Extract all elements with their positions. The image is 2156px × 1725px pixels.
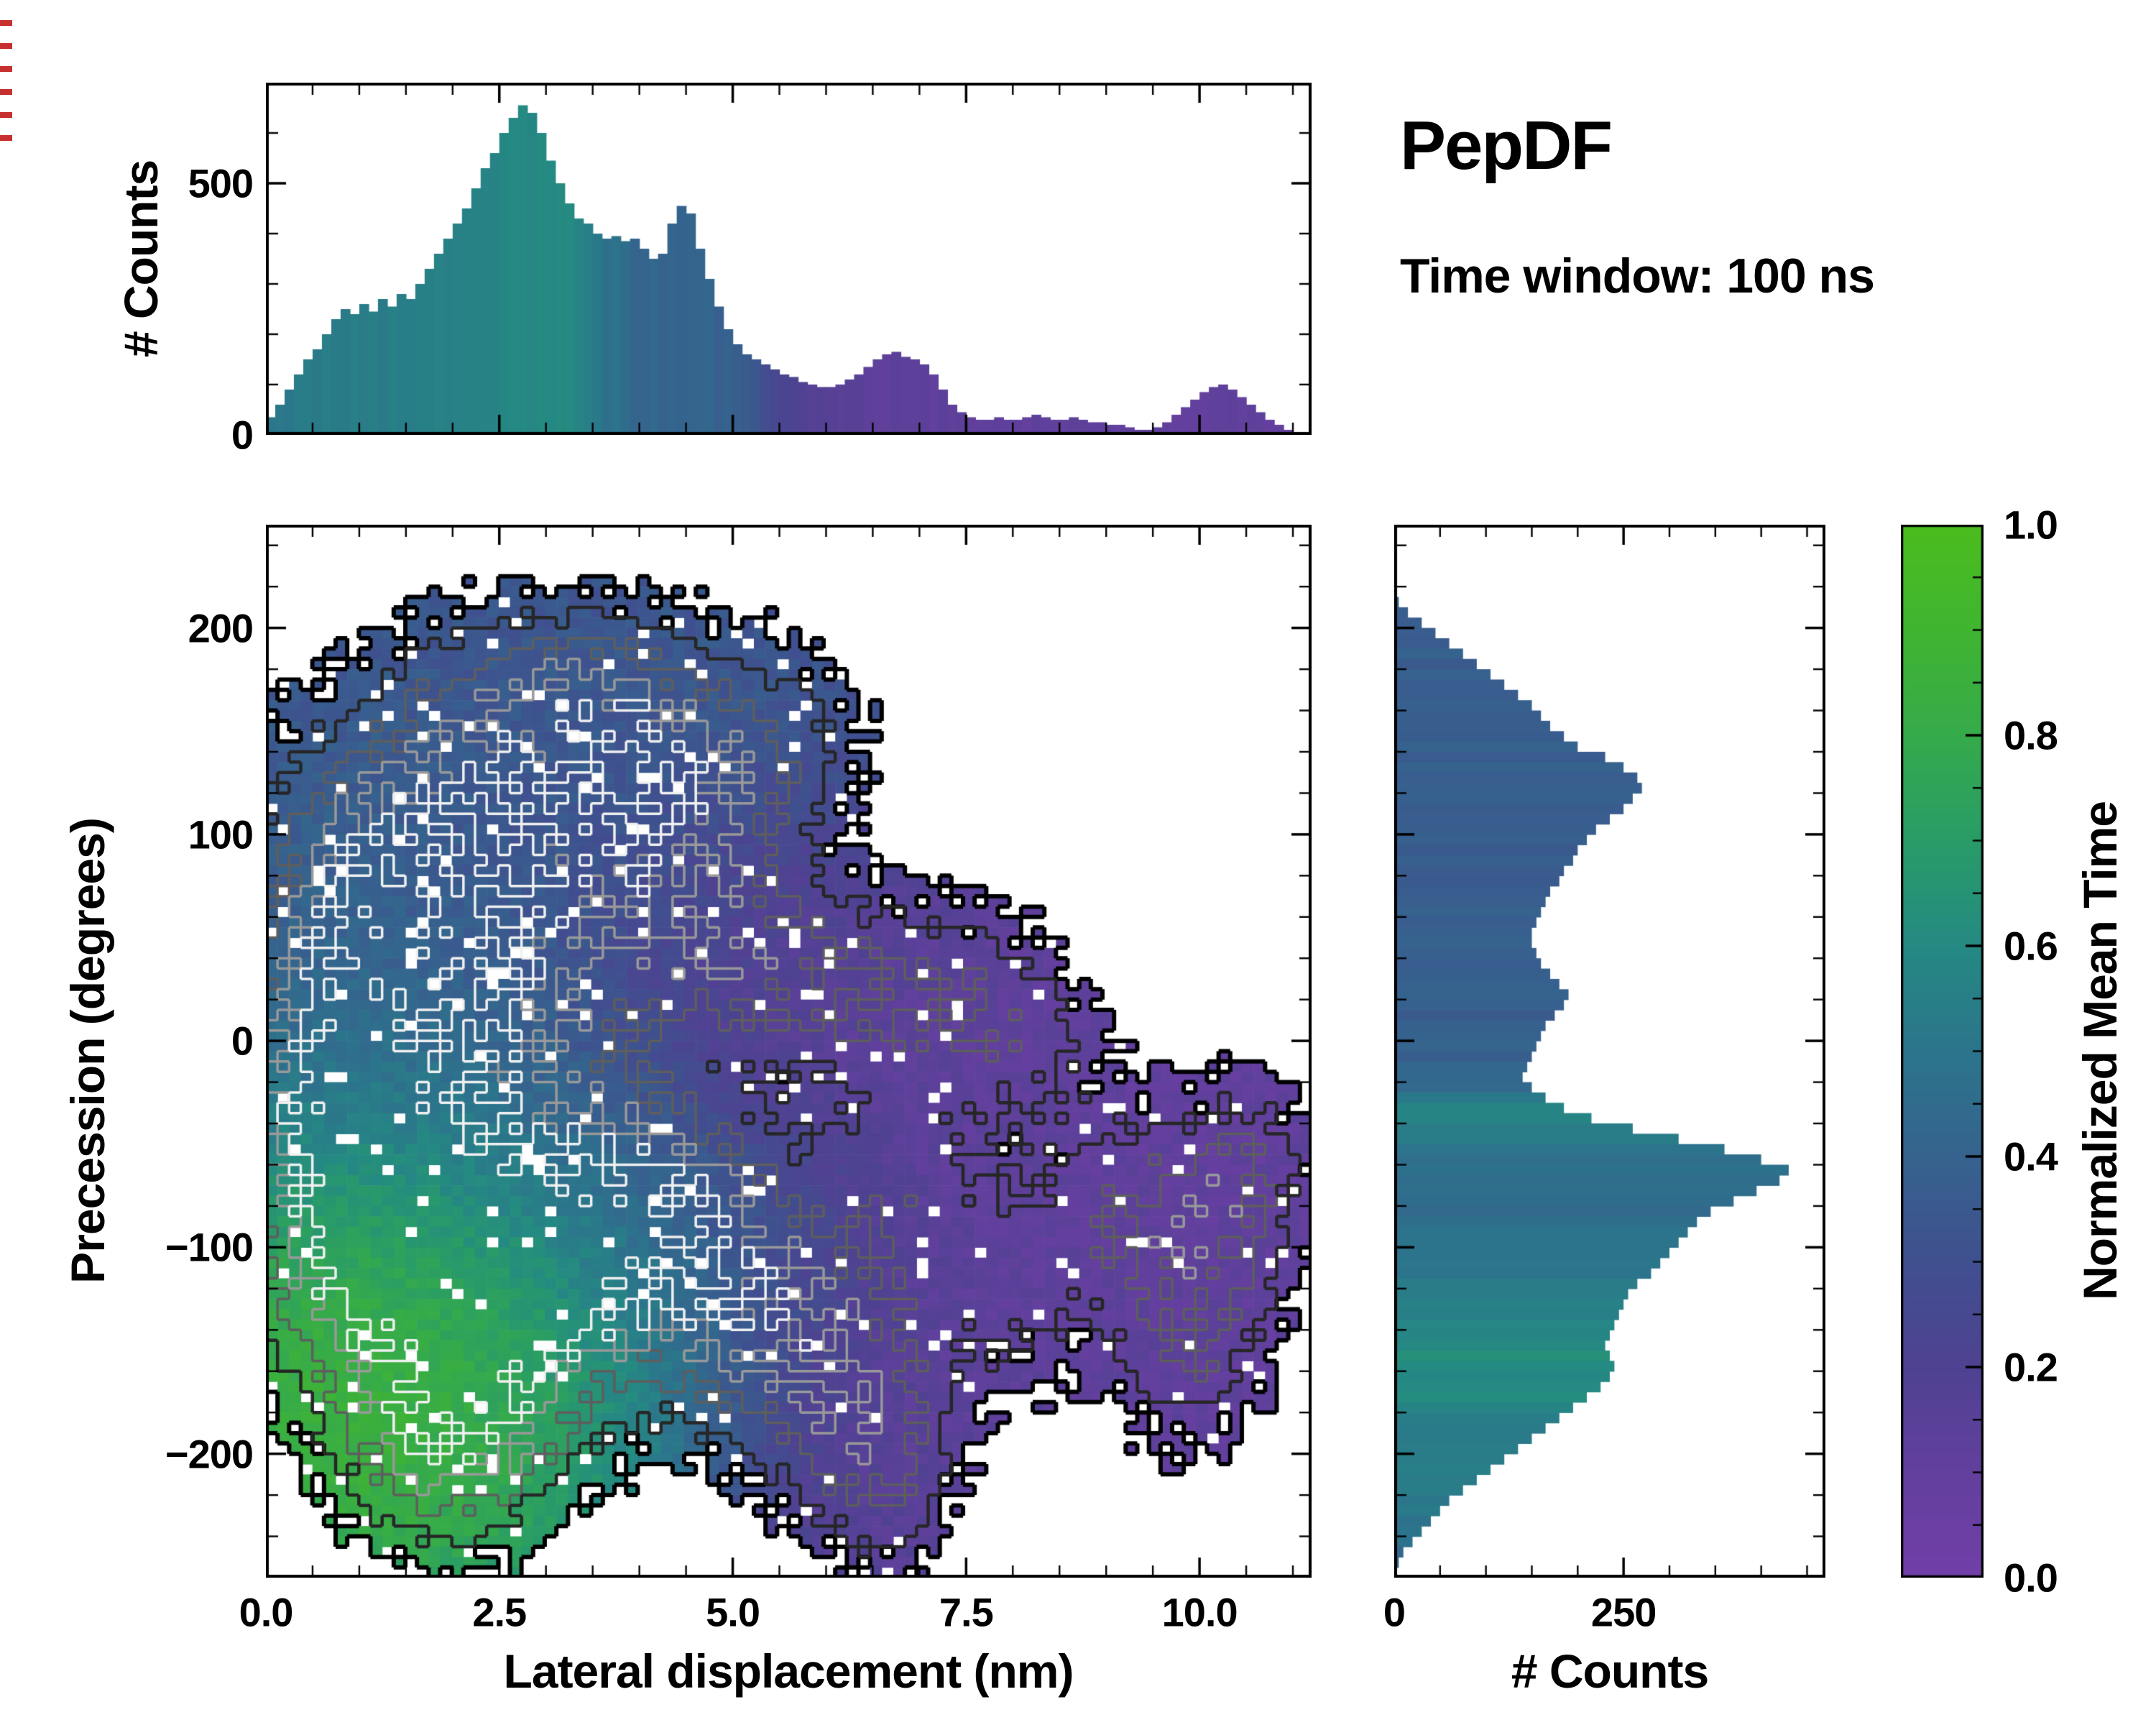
right-hist-xlabel: # Counts: [1511, 1644, 1709, 1698]
main-xtick-label: 7.5: [939, 1589, 994, 1635]
colorbar-tick-label: 0.8: [2004, 712, 2058, 758]
edge-mark: [0, 112, 12, 118]
right-hist-xtick-label: 250: [1590, 1589, 1657, 1635]
colorbar-tick-label: 0.4: [2004, 1133, 2058, 1179]
edge-mark: [0, 135, 12, 141]
edge-mark: [0, 89, 12, 95]
top-hist-ytick-label: 0: [231, 412, 254, 458]
main-ytick-label: 0: [231, 1018, 254, 1064]
main-ytick-label: −100: [165, 1224, 254, 1270]
top-histogram-canvas: [266, 83, 1312, 435]
main-xtick-label: 10.0: [1161, 1589, 1238, 1635]
top-hist-ytick-label: 500: [188, 160, 254, 206]
main-xtick-label: 0.0: [239, 1589, 294, 1635]
main-xtick-label: 2.5: [472, 1589, 527, 1635]
main-xlabel: Lateral displacement (nm): [503, 1644, 1074, 1698]
colorbar-canvas: [1901, 525, 1984, 1578]
colorbar-tick-label: 1.0: [2004, 502, 2058, 548]
colorbar-tick-label: 0.0: [2004, 1555, 2058, 1601]
edge-mark: [0, 20, 12, 26]
colorbar-label: Normalized Mean Time: [2073, 801, 2127, 1300]
plot-title: PepDF: [1400, 107, 1613, 184]
main-ylabel: Precession (degrees): [61, 818, 114, 1284]
main-ytick-label: 200: [188, 605, 254, 651]
edge-mark: [0, 43, 12, 49]
edge-mark: [0, 66, 12, 72]
right-histogram-canvas: [1394, 525, 1825, 1578]
right-hist-xtick-label: 0: [1383, 1589, 1406, 1635]
top-hist-ylabel: # Counts: [114, 160, 167, 358]
main-xtick-label: 5.0: [706, 1589, 760, 1635]
main-heatmap-canvas: [266, 525, 1312, 1578]
colorbar-tick-label: 0.2: [2004, 1344, 2058, 1390]
main-ytick-label: 100: [188, 811, 254, 857]
main-ytick-label: −200: [165, 1431, 254, 1477]
plot-subtitle: Time window: 100 ns: [1400, 249, 1875, 303]
colorbar-tick-label: 0.6: [2004, 923, 2058, 969]
